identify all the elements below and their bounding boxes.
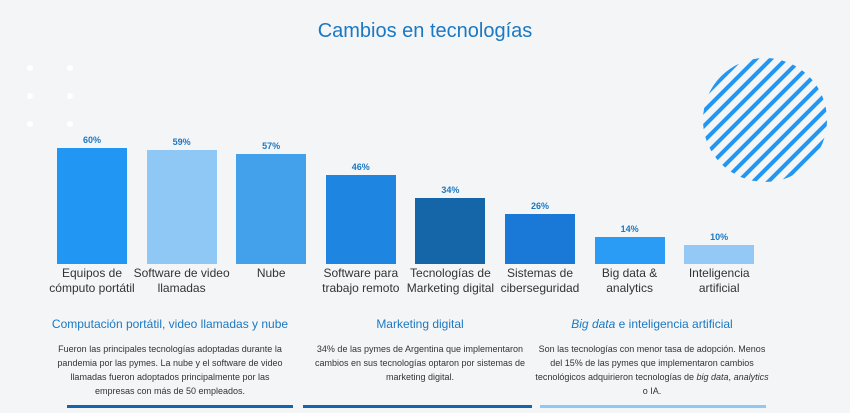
section-title: Big data e inteligencia artificial [532,317,772,332]
section-body: Son las tecnologías con menor tasa de ad… [532,342,772,398]
bar [505,213,575,264]
body-part: Son las tecnologías con menor tasa de ad… [535,344,766,382]
underline [540,405,766,408]
underline [67,405,293,408]
category-label: Sistemas de ciberseguridad [500,266,580,295]
body-part: Fueron las principales tecnologías adopt… [57,344,283,396]
title-part: Marketing digital [376,317,464,331]
category-label: Big data & analytics [601,266,658,295]
section: Computación portátil, video llamadas y n… [50,317,290,398]
section-body: 34% de las pymes de Argentina que implem… [300,342,540,384]
underline [303,405,532,408]
bar [415,198,486,264]
body-part: , [728,372,734,382]
value-label: 26% [530,200,549,211]
value-label: 10% [710,231,729,242]
bar [236,153,307,264]
category-label: Tecnologías de Marketing digital [406,266,495,295]
title-part: Computación portátil, video llamadas y n… [51,317,289,331]
value-label: 34% [441,185,460,196]
section-title: Computación portátil, video llamadas y n… [50,317,290,332]
category-label: Software de video llamadas [133,266,230,295]
value-label: 57% [262,140,281,151]
category-label: Nube [256,266,286,280]
section: Marketing digital 34% de las pymes de Arg… [300,317,540,384]
section: Big data e inteligencia artificial Son la… [532,317,772,398]
body-part: analytics [733,372,769,382]
value-label: 46% [351,162,370,173]
category-label: Software para trabajo remoto [322,266,400,295]
section-title: Marketing digital [300,317,540,332]
value-label: 60% [82,135,101,146]
category-label: Equipos de cómputo portátil [49,266,135,295]
body-part: big data [696,372,729,382]
title-part: Big data [571,317,616,331]
bar [594,236,665,264]
value-label: 14% [620,223,639,234]
category-label: Inteligencia artificial [688,266,750,295]
bar [57,148,127,264]
value-label: 59% [172,137,191,148]
bar [684,244,755,264]
chart-title: Cambios en tecnologías [317,20,533,42]
section-body: Fueron las principales tecnologías adopt… [50,342,290,398]
body-part: 34% de las pymes de Argentina que implem… [314,344,526,382]
bar [325,175,396,264]
bar [146,150,217,264]
body-part: o IA. [642,386,662,396]
title-part: e inteligencia artificial [615,317,733,331]
